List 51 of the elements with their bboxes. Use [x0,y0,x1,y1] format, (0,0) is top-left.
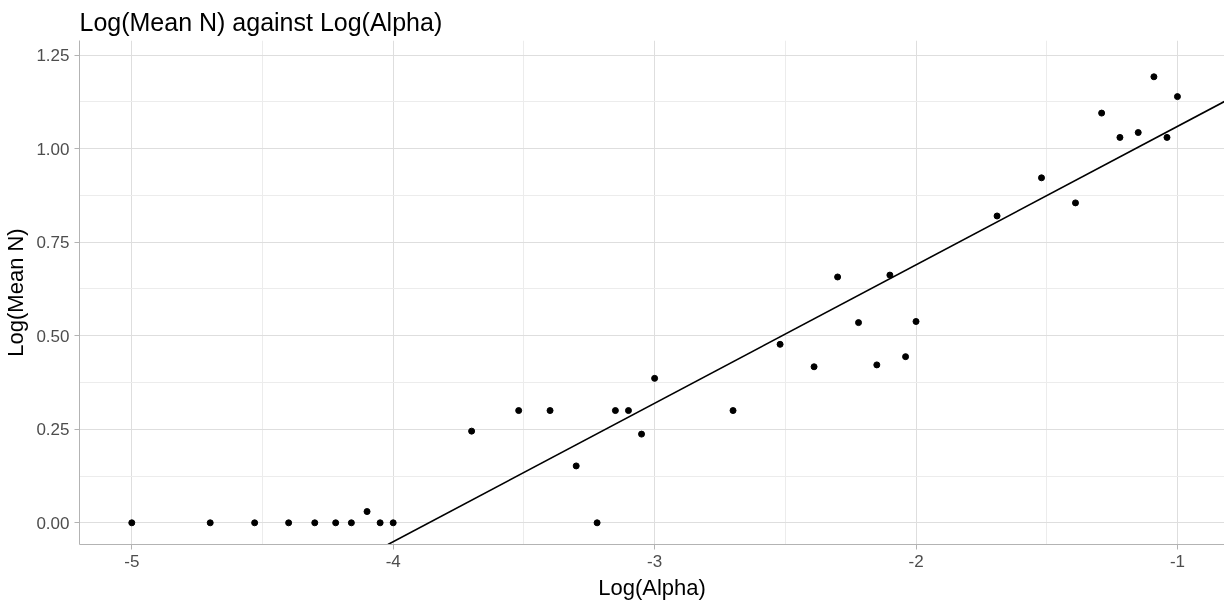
y-tick-label: 1.00 [36,139,70,159]
point [638,430,646,438]
x-tick-label: -5 [124,551,140,571]
point [1116,133,1124,141]
x-tick-label: -1 [1169,551,1186,571]
point [311,519,319,527]
y-tick-label: 0.50 [36,326,70,346]
point [1163,133,1171,141]
x-tick-label: -3 [647,551,663,571]
point [810,363,818,371]
point [251,519,259,527]
point [546,407,554,415]
point [206,519,214,527]
x-tick-label: -2 [908,551,924,571]
y-tick-label: 0.25 [36,420,70,440]
point [347,519,355,527]
point [389,519,397,527]
point [912,318,920,325]
point [363,508,371,516]
y-tick-label: 0.00 [36,513,70,533]
chart-title: Log(Mean N) against Log(Alpha) [79,7,443,36]
point [468,427,476,435]
x-tick-label: -4 [385,551,401,571]
y-axis-title: Log(Mean N) [3,228,29,357]
point [285,519,293,527]
point [855,319,863,327]
point [572,462,580,470]
point [1071,199,1079,207]
point [873,361,881,369]
point [611,407,619,415]
point [886,271,894,279]
point [332,519,340,527]
point [1150,73,1158,81]
point [515,407,523,415]
point [128,519,136,527]
point [776,340,784,348]
y-tick-label: 0.75 [36,233,70,253]
point [1038,174,1046,182]
y-tick-label: 1.25 [36,46,70,66]
point [834,273,842,281]
point [376,519,384,527]
point [651,374,659,382]
point [902,353,910,361]
point [1134,129,1142,137]
point [729,407,737,415]
point [993,212,1001,220]
point [1098,109,1106,117]
point [1173,93,1181,101]
x-axis-title: Log(Alpha) [598,574,706,600]
point [624,407,632,415]
point [593,519,601,527]
